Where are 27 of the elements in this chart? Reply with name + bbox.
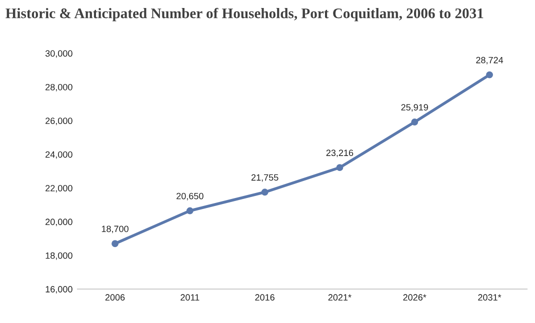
x-tick-label: 2016 <box>255 294 274 301</box>
x-tick-label: 2006 <box>105 294 125 301</box>
y-tick-label: 30,000 <box>45 50 72 58</box>
point <box>186 207 194 214</box>
text: 21,755 <box>251 174 278 182</box>
point <box>261 188 268 196</box>
y-tick-label: 16,000 <box>46 286 72 294</box>
point <box>336 164 344 172</box>
y-tick-label: 28,000 <box>46 84 72 92</box>
y-tick-label: 22,000 <box>46 185 72 192</box>
text: 18,700 <box>102 226 128 234</box>
chart-title: Historic & Anticipated Number of Households, Port Coquitlam, 2006 to 2031 <box>6 8 484 22</box>
x-tick-label: 2021* <box>328 294 352 301</box>
point <box>486 71 493 78</box>
text: 20,650 <box>176 192 204 200</box>
text: 28,724 <box>476 56 504 64</box>
y-tick-label: 26,000 <box>46 118 72 126</box>
x-tick-label: 2031* <box>478 294 502 301</box>
y-tick-label: 24,000 <box>46 151 72 159</box>
y-tick-label: 20,000 <box>46 218 72 226</box>
x-tick-label: 2011 <box>180 294 200 301</box>
text: 25,919 <box>401 104 428 112</box>
y-tick-label: 18,000 <box>46 252 72 260</box>
point <box>411 118 418 126</box>
text: 23,216 <box>326 150 354 158</box>
x-tick-label: 2026* <box>403 294 426 301</box>
point <box>112 240 118 248</box>
